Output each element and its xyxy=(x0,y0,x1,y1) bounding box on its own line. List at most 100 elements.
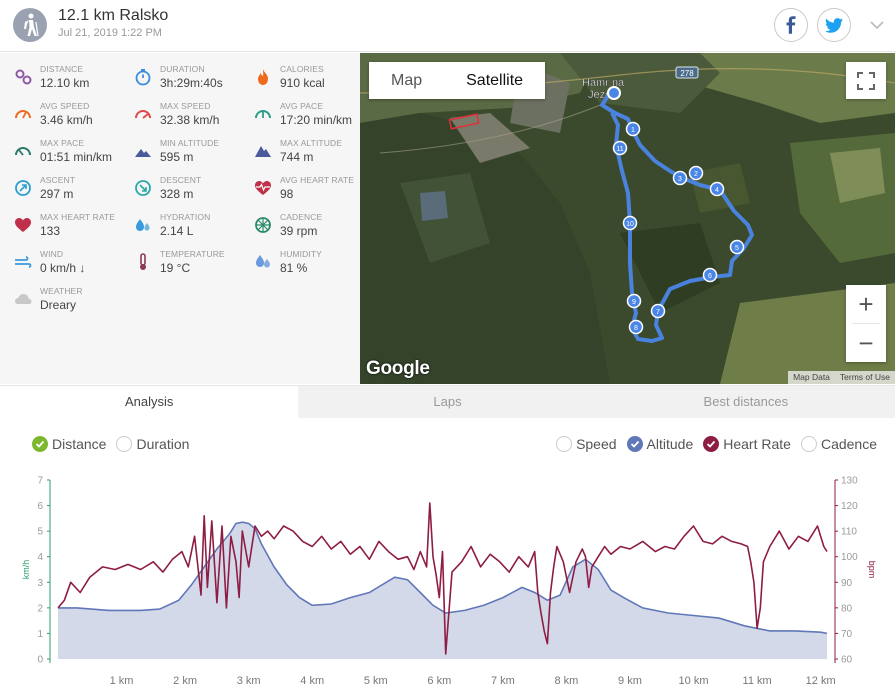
stat-calories: CALORIES 910 kcal xyxy=(254,64,374,98)
stat-value: 0 km/h ↓ xyxy=(40,261,86,275)
x-tick-label: 10 km xyxy=(679,675,709,687)
x-tick-label: 12 km xyxy=(806,675,836,687)
zoom-in-button[interactable]: + xyxy=(858,288,874,319)
stat-max-altitude: MAX ALTITUDE 744 m xyxy=(254,138,374,172)
fullscreen-icon xyxy=(857,71,875,90)
fullscreen-button[interactable] xyxy=(846,62,886,99)
svg-text:1: 1 xyxy=(631,127,635,134)
cloud-icon xyxy=(15,294,32,304)
route-marker[interactable]: 3 xyxy=(672,170,688,186)
y-left-tick-label: 1 xyxy=(37,629,43,640)
tab-laps[interactable]: Laps xyxy=(298,386,597,418)
stat-label: MAX ALTITUDE xyxy=(280,138,342,148)
stat-label: MAX SPEED xyxy=(160,101,211,111)
svg-text:2: 2 xyxy=(694,171,698,178)
stat-distance: DISTANCE 12.10 km xyxy=(14,64,134,98)
stat-avg-pace: AVG PACE 17:20 min/km xyxy=(254,101,374,135)
stat-value: 3h:29m:40s xyxy=(160,76,223,90)
stat-ascent: ASCENT 297 m xyxy=(14,175,134,209)
stat-label: MAX PACE xyxy=(40,138,85,148)
stat-label: ASCENT xyxy=(40,175,76,185)
stat-temperature: TEMPERATURE 19 °C xyxy=(134,249,254,283)
speed-checkbox[interactable]: Speed xyxy=(556,436,617,452)
activity-header: 12.1 km Ralsko Jul 21, 2019 1:22 PM xyxy=(0,0,895,52)
x-tick-label: 5 km xyxy=(364,675,388,687)
stat-max-speed: MAX SPEED 32.38 km/h xyxy=(134,101,254,135)
distance-radio[interactable]: Distance xyxy=(32,436,106,452)
tab-analysis[interactable]: Analysis xyxy=(0,386,299,418)
zoom-out-button[interactable]: − xyxy=(858,327,874,358)
stat-max-pace: MAX PACE 01:51 min/km xyxy=(14,138,134,172)
stat-label: MIN ALTITUDE xyxy=(160,138,220,148)
svg-text:4: 4 xyxy=(715,187,719,194)
x-tick-label: 8 km xyxy=(555,675,579,687)
x-tick-label: 7 km xyxy=(491,675,515,687)
y-right-tick-label: 70 xyxy=(841,629,853,640)
map-data-link[interactable]: Map Data xyxy=(793,372,830,382)
speed-label: Speed xyxy=(576,436,617,452)
stat-value: Dreary xyxy=(40,298,77,312)
route-marker[interactable]: 2 xyxy=(688,165,704,181)
check-icon xyxy=(703,436,720,452)
heart-pulse-icon xyxy=(255,181,271,195)
route-marker[interactable]: 4 xyxy=(709,181,725,197)
activity-stats-panel: DISTANCE 12.10 km DURATION 3h:29m:40s CALORI… xyxy=(0,53,360,384)
terms-link[interactable]: Terms of Use xyxy=(839,372,890,382)
altitude-checkbox[interactable]: Altitude xyxy=(626,436,694,452)
route-marker[interactable]: 9 xyxy=(626,293,642,309)
checkbox-empty-icon xyxy=(800,436,817,452)
duration-radio[interactable]: Duration xyxy=(116,436,189,452)
twitter-share-button[interactable] xyxy=(817,8,851,42)
y-left-tick-label: 3 xyxy=(37,578,43,589)
route-marker[interactable]: 8 xyxy=(628,319,644,335)
stat-value: 2.14 L xyxy=(160,224,194,238)
map-type-map-button[interactable]: Map xyxy=(391,72,423,89)
cadence-checkbox[interactable]: Cadence xyxy=(800,436,877,452)
stat-weather: WEATHER Dreary xyxy=(14,286,134,320)
route-map[interactable]: 278 Hamr na Jezeře 1 2 3 4 5 6 7 8 9 10 11 Map Sat… xyxy=(360,53,895,384)
stat-label: WEATHER xyxy=(40,286,83,296)
stopwatch-icon xyxy=(135,69,151,86)
duration-label: Duration xyxy=(136,436,190,452)
humidity-icon xyxy=(256,255,270,268)
road-number-label: 278 xyxy=(680,69,694,78)
route-track xyxy=(600,91,754,343)
stat-label: WIND xyxy=(40,249,64,259)
speedometer-icon xyxy=(15,110,31,119)
route-marker[interactable]: 5 xyxy=(729,239,745,255)
stat-label: AVG PACE xyxy=(280,101,323,111)
altitude-area xyxy=(58,522,827,659)
altitude-label: Altitude xyxy=(646,436,694,452)
svg-text:5: 5 xyxy=(735,245,739,252)
activity-chart[interactable]: 0 1 2 3 4 5 6 7 60 70 80 90 100 110 120 130 km/h bpm 1 km 2… xyxy=(0,470,895,697)
route-marker[interactable]: 11 xyxy=(612,140,628,156)
cadence-label: Cadence xyxy=(820,436,877,452)
facebook-share-button[interactable] xyxy=(774,8,808,42)
stat-label: AVG HEART RATE xyxy=(280,175,354,185)
heart-rate-checkbox[interactable]: Heart Rate xyxy=(703,436,791,452)
chevron-down-icon[interactable] xyxy=(868,16,886,34)
route-marker[interactable]: 7 xyxy=(650,303,666,319)
tab-best-distances[interactable]: Best distances xyxy=(596,386,895,418)
water-drops-icon xyxy=(136,219,150,231)
stat-value: 81 % xyxy=(280,261,308,275)
y-right-tick-label: 80 xyxy=(841,603,853,614)
map-type-satellite-button[interactable]: Satellite xyxy=(466,72,524,89)
y-left-tick-label: 5 xyxy=(37,527,43,538)
stat-wind: WIND 0 km/h ↓ xyxy=(14,249,134,283)
place-label-line1: Hamr na xyxy=(582,77,625,89)
y-right-tick-label: 100 xyxy=(841,552,858,563)
route-marker[interactable]: 10 xyxy=(622,215,638,231)
thermometer-icon xyxy=(140,253,146,270)
route-marker[interactable]: 6 xyxy=(702,267,718,283)
google-logo: Google xyxy=(366,358,430,379)
map-attribution: Map Data Terms of Use xyxy=(788,371,895,384)
stat-value: 12.10 km xyxy=(40,76,90,90)
stat-cadence: CADENCE 39 rpm xyxy=(254,212,374,246)
stat-value: 297 m xyxy=(40,187,74,201)
route-marker[interactable]: 1 xyxy=(625,121,641,137)
flame-icon xyxy=(258,69,268,85)
max-pace-icon xyxy=(15,147,31,156)
svg-text:6: 6 xyxy=(708,273,712,280)
zoom-controls: + − xyxy=(846,285,886,362)
